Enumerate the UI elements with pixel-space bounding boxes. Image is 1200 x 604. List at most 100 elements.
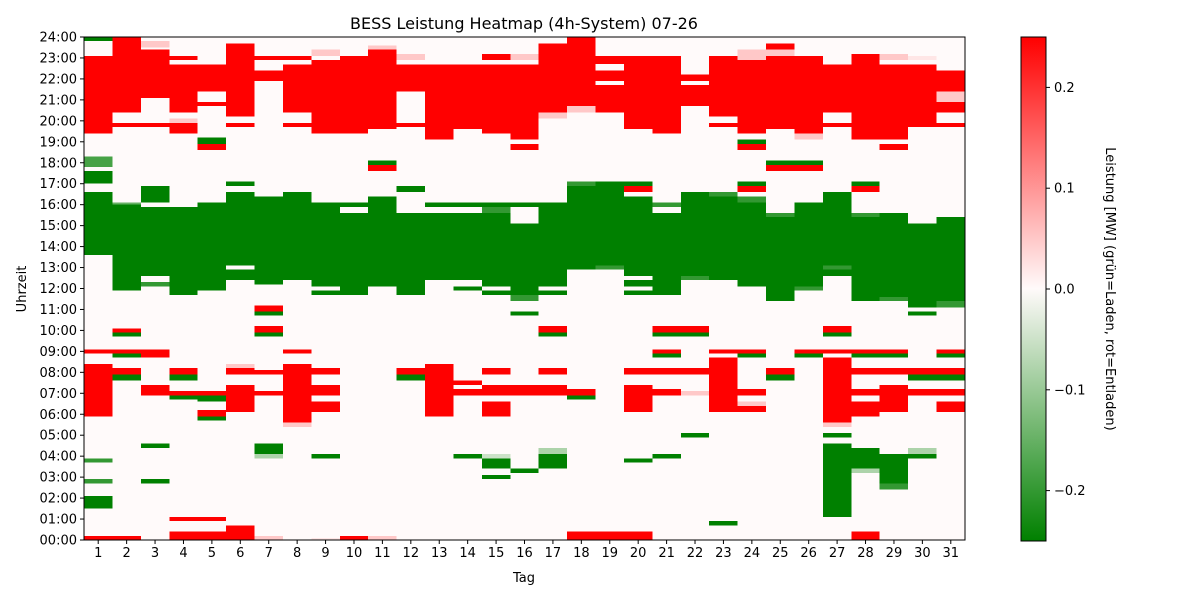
- heatmap-cell: [339, 286, 369, 295]
- heatmap-cell: [481, 206, 511, 214]
- heatmap-cell: [908, 368, 937, 375]
- heatmap-cell: [680, 332, 710, 337]
- heatmap-cell: [879, 454, 909, 484]
- heatmap-cell: [595, 265, 624, 270]
- heatmap-cell: [311, 368, 340, 375]
- x-tick-label: 8: [293, 546, 301, 561]
- colorbar-tick-label: 0.1: [1054, 182, 1075, 197]
- heatmap-cell: [453, 389, 482, 396]
- heatmap-cell: [709, 192, 738, 197]
- heatmap-cell: [538, 454, 568, 469]
- heatmap-cell: [623, 531, 653, 540]
- heatmap-cell: [822, 64, 852, 113]
- y-tick-label: 04:00: [40, 450, 77, 465]
- heatmap-cell: [766, 164, 795, 172]
- heatmap-cell: [425, 64, 454, 140]
- colorbar: [1020, 36, 1047, 542]
- heatmap-cell: [368, 45, 397, 50]
- heatmap-cell: [84, 349, 113, 354]
- heatmap-cell: [652, 332, 681, 337]
- heatmap-cell: [112, 37, 141, 113]
- heatmap-cell: [936, 353, 965, 358]
- heatmap-cell: [851, 53, 880, 61]
- heatmap-cell: [794, 286, 823, 291]
- heatmap-cell: [822, 433, 852, 438]
- heatmap-cell: [851, 185, 880, 193]
- y-tick-label: 00:00: [40, 534, 77, 549]
- y-tick-label: 06:00: [40, 408, 77, 423]
- colorbar-tick-label: 0.2: [1054, 81, 1075, 96]
- heatmap-cell: [851, 447, 880, 469]
- heatmap-cell: [226, 269, 255, 281]
- heatmap-cell: [311, 401, 340, 413]
- heatmap-cell: [709, 357, 738, 413]
- heatmap-cell: [197, 391, 227, 396]
- heatmap-cell: [766, 368, 795, 375]
- heatmap-cell: [623, 384, 653, 413]
- heatmap-cell: [197, 531, 227, 540]
- heatmap-cell: [652, 55, 681, 134]
- y-tick-label: 02:00: [40, 492, 77, 507]
- heatmap-cell: [737, 349, 767, 354]
- heatmap-cell: [112, 202, 141, 205]
- heatmap-cell: [623, 290, 653, 295]
- heatmap-cell: [652, 368, 681, 375]
- heatmap-cell: [510, 202, 539, 207]
- heatmap-cell: [908, 374, 937, 381]
- heatmap-cell: [538, 368, 568, 375]
- heatmap-cell: [339, 202, 369, 207]
- heatmap-cell: [822, 269, 852, 276]
- heatmap-cell: [84, 171, 113, 184]
- heatmap-cell: [396, 185, 426, 193]
- heatmap-cell: [794, 55, 823, 134]
- heatmap-cell: [908, 55, 937, 61]
- heatmap-cell: [822, 357, 852, 423]
- x-tick-label: 26: [800, 546, 817, 561]
- heatmap-cell: [567, 181, 596, 186]
- heatmap-cell: [879, 384, 909, 413]
- heatmap-cell: [368, 164, 397, 172]
- heatmap-cell: [84, 479, 113, 484]
- heatmap-cell: [936, 101, 965, 113]
- heatmap-cell: [766, 217, 795, 302]
- chart-title: BESS Leistung Heatmap (4h-System) 07-26: [350, 14, 698, 33]
- heatmap-cell: [595, 85, 624, 113]
- heatmap-cell: [481, 401, 511, 417]
- heatmap-cell: [140, 206, 170, 276]
- y-axis-label: Uhrzeit: [15, 266, 30, 313]
- x-tick-label: 4: [179, 546, 187, 561]
- colorbar-tick-label: −0.2: [1054, 484, 1086, 499]
- x-tick-label: 30: [914, 546, 931, 561]
- heatmap-cell: [481, 53, 511, 61]
- heatmap-cell: [623, 181, 653, 186]
- heatmap-cell: [84, 156, 113, 167]
- x-tick-label: 2: [122, 546, 130, 561]
- heatmap-cell: [197, 137, 227, 144]
- heatmap-cell: [481, 290, 511, 295]
- heatmap-cell: [339, 535, 369, 540]
- heatmap-cell: [396, 213, 426, 291]
- heatmap-cell: [112, 328, 141, 333]
- heatmap-cell: [197, 410, 227, 417]
- heatmap-cell: [652, 389, 681, 396]
- heatmap-cell: [140, 122, 170, 128]
- colorbar-tick-label: −0.1: [1054, 383, 1086, 398]
- heatmap-cell: [652, 213, 681, 295]
- heatmap-cell: [197, 516, 227, 522]
- heatmap-cell: [766, 160, 795, 165]
- heatmap-cell: [908, 223, 937, 308]
- heatmap-cell: [112, 368, 141, 375]
- x-tick-label: 10: [346, 546, 363, 561]
- heatmap-cell: [595, 531, 624, 540]
- y-tick-label: 22:00: [40, 72, 77, 87]
- heatmap-cell: [311, 60, 340, 134]
- heatmap-cell: [538, 447, 568, 455]
- heatmap-cell: [169, 531, 198, 540]
- heatmap-cell: [737, 202, 767, 287]
- heatmap-cell: [794, 202, 823, 287]
- heatmap-cell: [197, 143, 227, 151]
- heatmap-cell: [908, 389, 937, 396]
- heatmap-cell: [368, 160, 397, 165]
- heatmap-cell: [368, 49, 397, 130]
